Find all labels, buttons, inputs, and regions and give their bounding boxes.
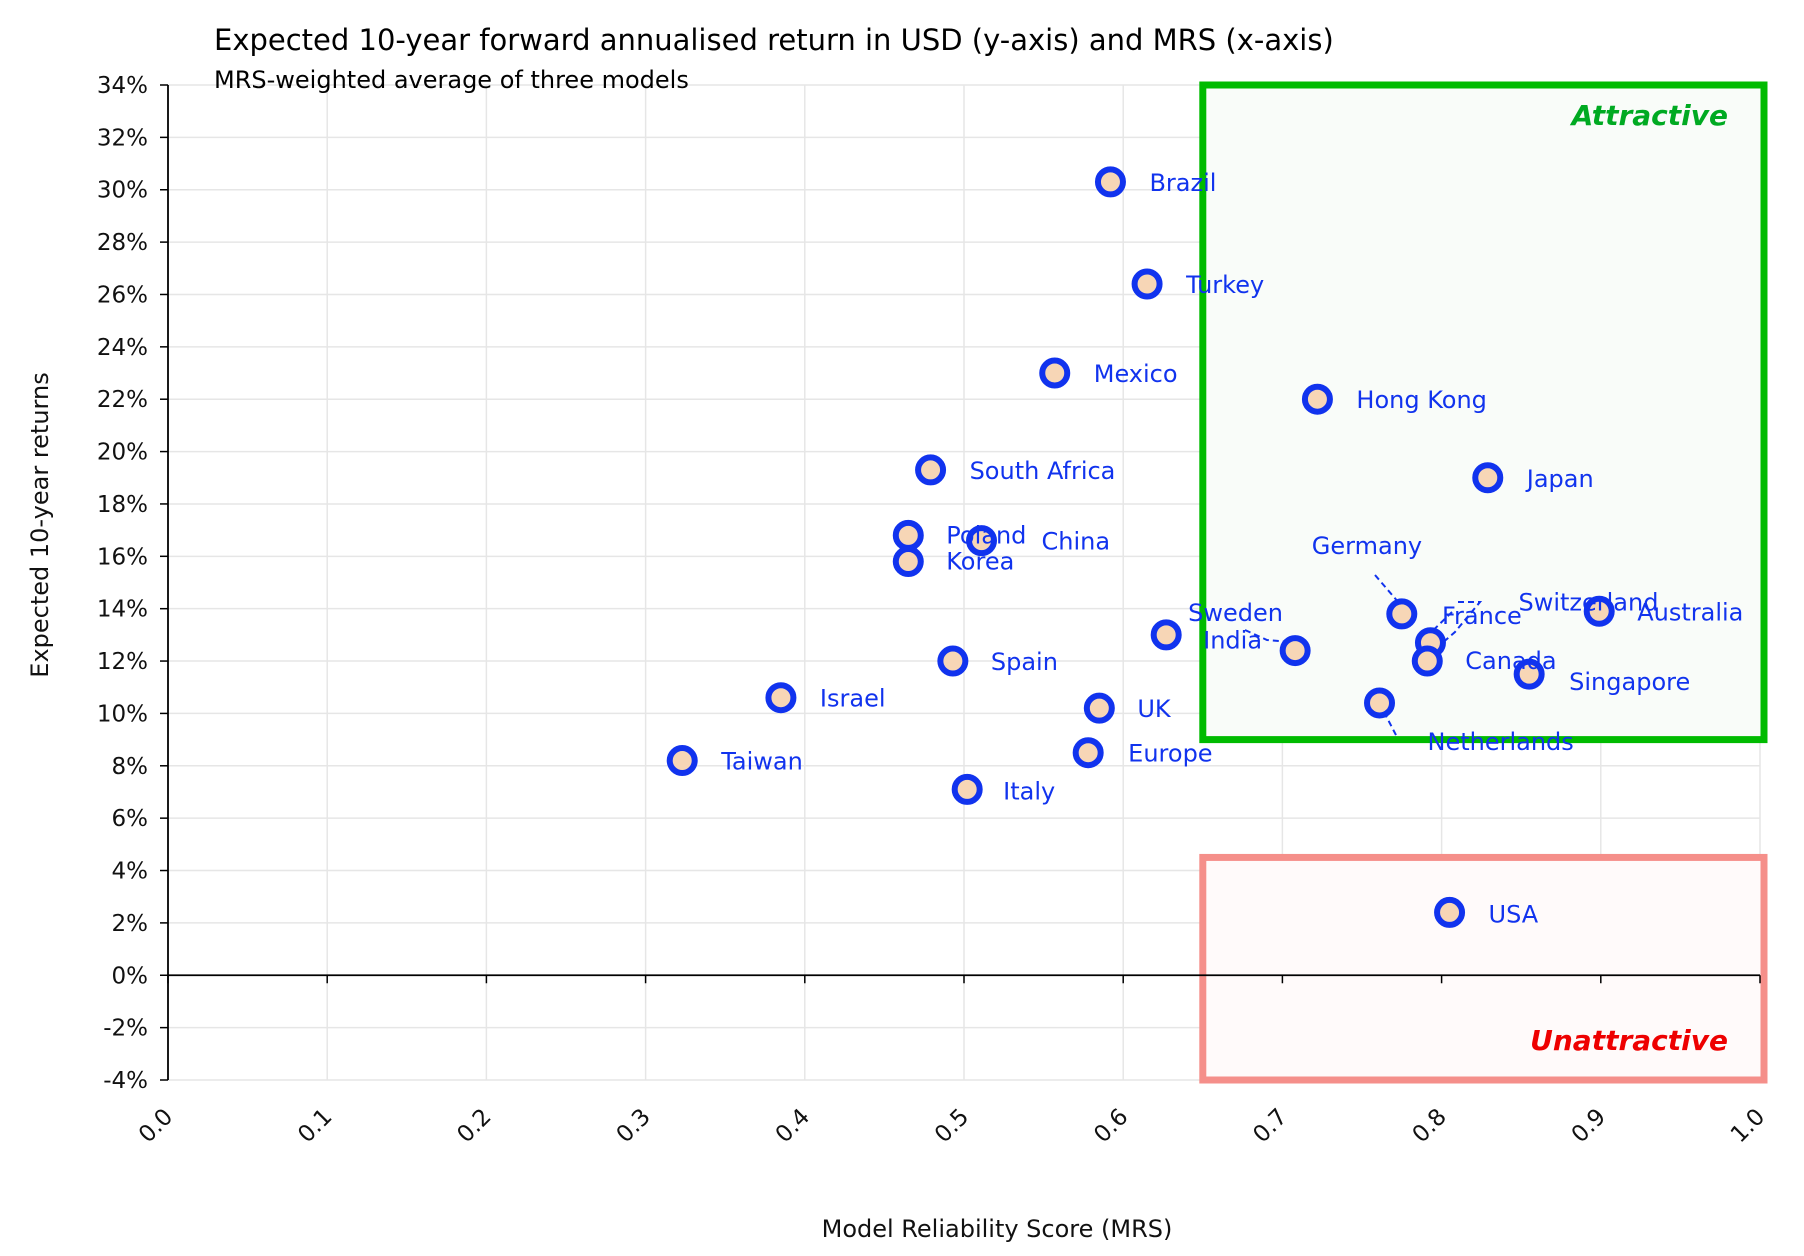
y-tick-label: 4%	[112, 859, 149, 885]
y-tick-label: 18%	[97, 492, 148, 518]
leader-india	[1244, 629, 1291, 643]
point-taiwan	[666, 745, 698, 777]
y-tick-label: 0%	[112, 963, 149, 989]
x-tick-label: 1.0	[1726, 1104, 1770, 1148]
label-turkey: Turkey	[1185, 271, 1264, 299]
point-labels: Brazil Turkey Mexico Hong Kong South Africa J…	[720, 169, 1743, 929]
attractive-zone-label: Attractive	[1570, 99, 1728, 132]
point-sweden	[1150, 619, 1182, 651]
label-italy: Italy	[1003, 777, 1055, 805]
point-poland	[892, 519, 924, 551]
x-tick-label: 0.9	[1567, 1104, 1611, 1148]
label-korea: Korea	[946, 548, 1014, 576]
point-spain	[937, 645, 969, 677]
y-tick-label: 2%	[112, 911, 149, 937]
point-south-africa	[915, 454, 947, 486]
label-india: India	[1203, 627, 1262, 655]
y-tick-label: 24%	[97, 335, 148, 361]
y-tick-label: 6%	[112, 806, 149, 832]
label-south-africa: South Africa	[970, 457, 1116, 485]
y-tick-label: -4%	[103, 1068, 148, 1094]
leader-france	[1419, 611, 1453, 644]
label-singapore: Singapore	[1569, 668, 1690, 696]
x-axis-title: Model Reliability Score (MRS)	[822, 1215, 1173, 1243]
data-points	[666, 166, 1615, 928]
y-tick-label: 26%	[97, 282, 148, 308]
label-hong-kong: Hong Kong	[1356, 386, 1486, 414]
y-tick-label: 16%	[97, 544, 148, 570]
x-tick-label: 0.8	[1408, 1104, 1452, 1148]
label-canada: Canada	[1465, 647, 1556, 675]
point-usa	[1434, 896, 1466, 928]
label-switzerland: Switzerland	[1518, 589, 1658, 617]
y-tick-label: 12%	[97, 649, 148, 675]
zones: Attractive Unattractive	[1199, 81, 1768, 1084]
y-tick-label: 10%	[97, 701, 148, 727]
point-italy	[951, 773, 983, 805]
point-singapore	[1513, 658, 1545, 690]
x-tick-label: 0.2	[452, 1104, 496, 1148]
x-tick-label: 0.1	[293, 1104, 337, 1148]
label-japan: Japan	[1525, 465, 1594, 493]
label-australia: Australia	[1637, 598, 1743, 626]
unattractive-zone-box	[1199, 853, 1768, 1084]
chart-title: Expected 10-year forward annualised retu…	[214, 23, 1334, 57]
point-canada	[1411, 645, 1443, 677]
label-uk: UK	[1137, 695, 1172, 723]
label-usa: USA	[1489, 900, 1539, 928]
label-spain: Spain	[991, 648, 1058, 676]
point-netherlands	[1364, 687, 1396, 719]
point-korea	[892, 546, 924, 578]
point-turkey	[1131, 268, 1163, 300]
point-india	[1279, 635, 1311, 667]
point-uk	[1083, 692, 1115, 724]
unattractive-zone-label: Unattractive	[1530, 1024, 1728, 1057]
y-tick-label: 28%	[97, 230, 148, 256]
x-tick-label: 0.7	[1248, 1104, 1292, 1148]
y-tick-label: 22%	[97, 387, 148, 413]
y-tick-label: 8%	[112, 754, 149, 780]
point-china	[966, 525, 998, 557]
label-brazil: Brazil	[1149, 169, 1216, 197]
point-mexico	[1039, 357, 1071, 389]
x-tick-label: 0.3	[612, 1104, 656, 1148]
attractive-zone-box	[1199, 81, 1768, 744]
point-brazil	[1094, 166, 1126, 198]
point-japan	[1472, 462, 1504, 494]
label-france: France	[1442, 602, 1522, 630]
y-axis-title: Expected 10-year returns	[26, 372, 54, 677]
y-tick-label: 14%	[97, 597, 148, 623]
label-israel: Israel	[820, 685, 886, 713]
point-australia	[1583, 595, 1615, 627]
label-china: China	[1042, 528, 1111, 556]
point-germany	[1386, 598, 1418, 630]
label-poland: Poland	[946, 521, 1026, 549]
label-netherlands: Netherlands	[1428, 728, 1574, 756]
y-tick-label: 30%	[97, 178, 148, 204]
label-germany: Germany	[1312, 532, 1422, 560]
point-europe	[1072, 737, 1104, 769]
label-sweden: Sweden	[1188, 599, 1283, 627]
x-tick-label: 0.0	[134, 1104, 178, 1148]
x-tick-label: 0.4	[771, 1104, 815, 1148]
y-tick-label: 34%	[97, 73, 148, 99]
label-taiwan: Taiwan	[720, 748, 803, 776]
leader-germany	[1374, 574, 1406, 611]
y-tick-label: 32%	[97, 125, 148, 151]
point-israel	[765, 682, 797, 714]
point-hong-kong	[1301, 383, 1333, 415]
y-tick-label: 20%	[97, 440, 148, 466]
label-europe: Europe	[1128, 740, 1212, 768]
x-tick-label: 0.6	[1089, 1104, 1133, 1148]
label-mexico: Mexico	[1094, 360, 1178, 388]
leader-switzerland	[1439, 601, 1483, 646]
x-tick-label: 0.5	[930, 1104, 974, 1148]
chart-subtitle: MRS-weighted average of three models	[214, 66, 689, 94]
y-tick-label: -2%	[103, 1016, 148, 1042]
